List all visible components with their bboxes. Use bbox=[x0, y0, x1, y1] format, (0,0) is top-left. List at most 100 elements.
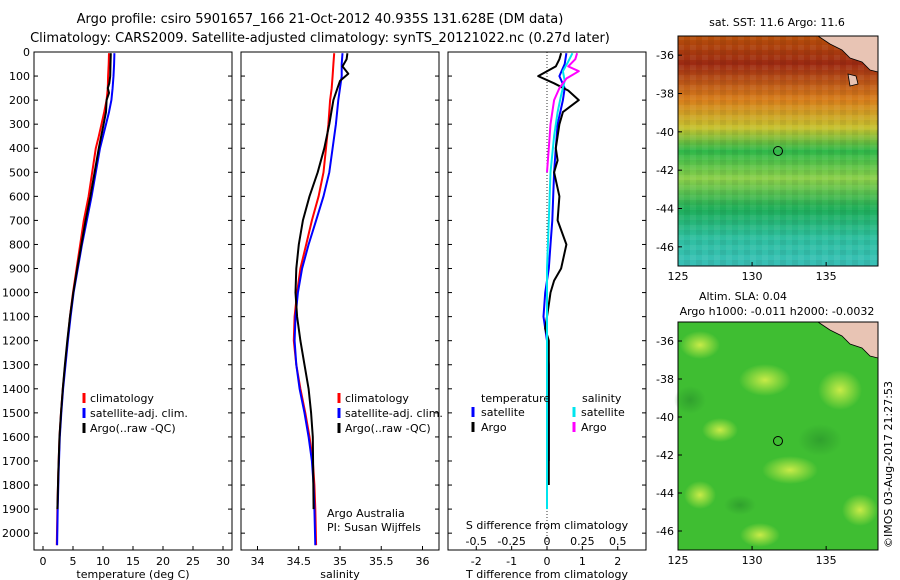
depth-tick-label: 500 bbox=[9, 166, 30, 179]
differences-line-salinity-argo bbox=[546, 52, 580, 173]
differences-xtick-label: -1 bbox=[506, 555, 517, 568]
annotation-argo-australia: Argo Australia bbox=[327, 507, 405, 520]
sla-map-title: Altim. SLA: 0.04 bbox=[699, 290, 787, 303]
differences-xtick-label: 0 bbox=[544, 555, 551, 568]
sst-map-xtick-label: 125 bbox=[668, 270, 689, 283]
sst-map-frame bbox=[677, 35, 879, 267]
sla-map-ytick-label: -38 bbox=[656, 373, 674, 386]
legend-entry: satellite bbox=[481, 406, 525, 419]
sst-map-ytick-label: -46 bbox=[656, 241, 674, 254]
legend-entry: climatology bbox=[90, 392, 154, 405]
temperature-xlabel: temperature (deg C) bbox=[76, 568, 189, 580]
sst-map-xtick-label: 135 bbox=[816, 270, 837, 283]
legend-entry: climatology bbox=[345, 392, 409, 405]
top-xtick-label: 0 bbox=[544, 535, 551, 548]
temperature-xtick-label: 30 bbox=[216, 555, 230, 568]
temperature-xtick-label: 0 bbox=[40, 555, 47, 568]
temperature-xtick-label: 25 bbox=[186, 555, 200, 568]
sst-map-ytick-label: -44 bbox=[656, 203, 674, 216]
salinity-xtick-label: 35.5 bbox=[369, 555, 394, 568]
legend-entry: satellite bbox=[581, 406, 625, 419]
sst-map-ytick-label: -40 bbox=[656, 126, 674, 139]
salinity-xtick-label: 34 bbox=[251, 555, 265, 568]
sst-profile-marker bbox=[773, 146, 783, 156]
salinity-xtick-label: 35 bbox=[333, 555, 347, 568]
salinity-line-argo-raw-qc- bbox=[294, 53, 350, 510]
depth-tick-label: 1700 bbox=[2, 455, 30, 468]
depth-tick-label: 1900 bbox=[2, 503, 30, 516]
temperature-axes-frame bbox=[33, 51, 233, 551]
sst-map-title: sat. SST: 11.6 Argo: 11.6 bbox=[709, 16, 845, 29]
differences-line-salinity-satellite bbox=[546, 52, 574, 510]
sla-map-ytick-label: -42 bbox=[656, 449, 674, 462]
sla-map-xtick-label: 125 bbox=[668, 554, 689, 567]
sst-map-ytick-label: -42 bbox=[656, 164, 674, 177]
annotation-pi: PI: Susan Wijffels bbox=[327, 521, 421, 534]
salinity-axes-frame bbox=[240, 51, 440, 551]
depth-tick-label: 300 bbox=[9, 118, 30, 131]
depth-tick-label: 1000 bbox=[2, 287, 30, 300]
sst-island bbox=[847, 73, 859, 87]
sla-map-features bbox=[674, 331, 878, 547]
depth-tick-label: 1200 bbox=[2, 335, 30, 348]
top-xtick-label: -0.5 bbox=[466, 535, 487, 548]
sst-map-panel: sat. SST: 11.6 Argo: 11.6 125 130 135 -36 -3… bbox=[656, 16, 879, 283]
differences-xtick-label: -2 bbox=[471, 555, 482, 568]
salinity-xlabel: salinity bbox=[320, 568, 360, 580]
sla-profile-marker bbox=[773, 436, 783, 446]
depth-tick-label: 100 bbox=[9, 70, 30, 83]
depth-tick-label: 600 bbox=[9, 190, 30, 203]
top-xtick-label: 0.25 bbox=[570, 535, 595, 548]
depth-tick-label: 1300 bbox=[2, 359, 30, 372]
figure-subtitle: Climatology: CARS2009. Satellite-adjuste… bbox=[30, 31, 610, 46]
legend-title-salinity: salinity bbox=[582, 392, 622, 405]
sst-map-xtick-label: 130 bbox=[742, 270, 763, 283]
top-xlabel: S difference from climatology bbox=[466, 519, 629, 532]
depth-tick-label: 400 bbox=[9, 142, 30, 155]
temperature-xtick-label: 20 bbox=[156, 555, 170, 568]
differences-xtick-label: 2 bbox=[614, 555, 621, 568]
salinity-xtick-label: 36 bbox=[416, 555, 430, 568]
differences-xtick-label: 1 bbox=[579, 555, 586, 568]
sla-map-xtick-label: 130 bbox=[742, 554, 763, 567]
depth-tick-label: 800 bbox=[9, 238, 30, 251]
differences-xlabel: T difference from climatology bbox=[465, 568, 628, 580]
temperature-line-argo-raw-qc- bbox=[56, 53, 112, 510]
sst-map-texture bbox=[678, 36, 878, 266]
depth-tick-label: 2000 bbox=[2, 527, 30, 540]
sst-map-ytick-label: -38 bbox=[656, 88, 674, 101]
legend-title-temperature: temperature bbox=[481, 392, 550, 405]
legend-entry: satellite-adj. clim. bbox=[345, 407, 443, 420]
top-xtick-label: 0.5 bbox=[609, 535, 627, 548]
depth-tick-label: 900 bbox=[9, 263, 30, 276]
depth-tick-label: 0 bbox=[23, 46, 30, 59]
top-xtick-label: -0.25 bbox=[497, 535, 525, 548]
depth-tick-label: 1500 bbox=[2, 407, 30, 420]
sla-map-frame bbox=[677, 321, 879, 551]
imos-credit: ©IMOS 03-Aug-2017 21:27:53 bbox=[882, 381, 895, 548]
depth-tick-label: 1600 bbox=[2, 431, 30, 444]
salinity-line-satellite-adj-clim- bbox=[293, 53, 344, 546]
salinity-panel: 34 34.5 35 35.5 36 salinity climatology satelli… bbox=[240, 51, 443, 580]
sla-map-panel: Altim. SLA: 0.04 Argo h1000: -0.011 h200… bbox=[656, 290, 879, 567]
temperature-panel: 0100200300400500600700800900100011001200… bbox=[2, 46, 233, 580]
sla-map-ytick-label: -36 bbox=[656, 335, 674, 348]
depth-tick-label: 1400 bbox=[2, 383, 30, 396]
depth-tick-label: 700 bbox=[9, 214, 30, 227]
sla-map-ytick-label: -46 bbox=[656, 525, 674, 538]
legend-entry: Argo bbox=[581, 421, 607, 434]
temperature-xtick-label: 10 bbox=[96, 555, 110, 568]
legend-entry: satellite-adj. clim. bbox=[90, 407, 188, 420]
sst-map-ytick-label: -36 bbox=[656, 49, 674, 62]
temperature-xtick-label: 5 bbox=[70, 555, 77, 568]
legend-entry: Argo bbox=[481, 421, 507, 434]
differences-panel: -2 -1 0 1 2T difference from climatology -0.5… bbox=[447, 51, 647, 580]
sla-map-xtick-label: 135 bbox=[816, 554, 837, 567]
legend-entry: Argo(..raw -QC) bbox=[345, 422, 431, 435]
sla-map-subtitle: Argo h1000: -0.011 h2000: -0.0032 bbox=[680, 305, 875, 318]
depth-tick-label: 1800 bbox=[2, 479, 30, 492]
depth-tick-label: 200 bbox=[9, 94, 30, 107]
depth-tick-label: 1100 bbox=[2, 311, 30, 324]
figure-title: Argo profile: csiro 5901657_166 21-Oct-2… bbox=[77, 12, 564, 27]
sla-map-ytick-label: -44 bbox=[656, 487, 674, 500]
